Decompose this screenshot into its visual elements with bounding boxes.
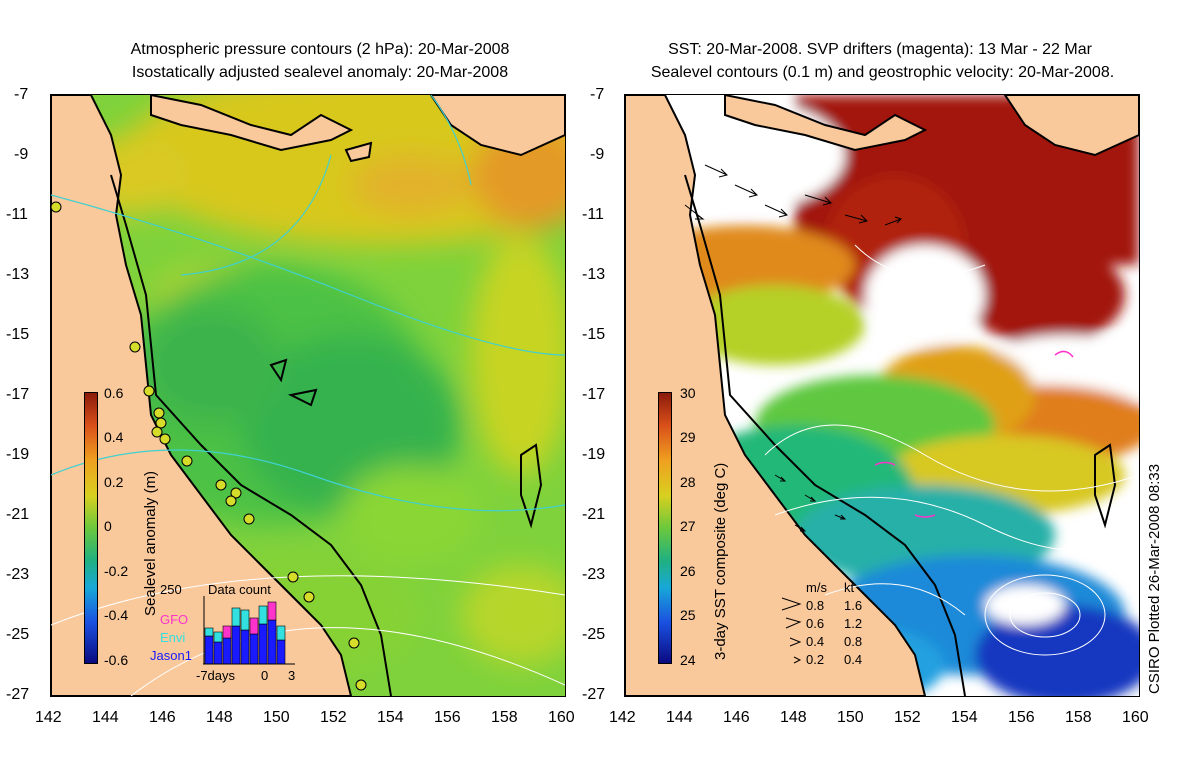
y-tick: -7 [590,86,605,103]
y-tick: -25 [582,626,606,643]
velocity-row-kt: 0.4 [844,652,863,667]
y-tick: -15 [6,326,30,343]
y-tick: -13 [582,266,606,283]
y-tick: -19 [6,446,30,463]
velocity-legend: m/s kt 0.8 1.6 0.6 1.2 0.4 0.8 0.2 0.4 [780,580,900,672]
y-tick: -11 [582,206,604,223]
y-tick: -9 [14,146,29,163]
data-count-title: Data count [208,582,271,597]
y-tick: -17 [582,386,606,403]
right-map-sst [624,94,1140,697]
colorbar-tick: -0.2 [104,563,129,579]
x-tick: 160 [548,709,575,726]
velocity-row-ms: 0.6 [806,616,825,631]
data-count-legend-gfo: GFO [160,612,189,627]
x-tick: 150 [263,709,290,726]
data-count-x-label-end: 3 [288,668,296,683]
y-tick: -17 [6,386,30,403]
velocity-row-ms: 0.2 [806,652,825,667]
right-colorbar-title: 3-day SST composite (deg C) [712,462,729,660]
left-title-line2: Isostatically adjusted sealevel anomaly:… [131,64,509,81]
x-tick: 158 [491,709,518,726]
y-tick: -25 [6,626,30,643]
x-tick: 152 [894,709,921,726]
y-tick: -27 [6,686,30,703]
x-tick: 158 [1065,709,1092,726]
x-tick: 146 [149,709,176,726]
right-title-line2: Sealevel contours (0.1 m) and geostrophi… [650,64,1115,81]
right-title-line1: SST: 20-Mar-2008. SVP drifters (magenta)… [668,41,1092,58]
y-tick: -27 [582,686,606,703]
colorbar-tick: 0.6 [104,385,124,401]
y-tick: -9 [590,146,605,163]
velocity-legend-header-ms: m/s [806,580,827,595]
x-tick: 144 [666,709,693,726]
x-tick: 150 [837,709,864,726]
velocity-row-ms: 0.4 [806,634,825,649]
colorbar-tick: -0.4 [104,607,129,623]
y-tick: -7 [14,86,29,103]
colorbar-tick: 24 [680,652,696,668]
velocity-row-kt: 1.6 [844,598,863,613]
x-tick: 160 [1122,709,1149,726]
colorbar-tick: -0.6 [104,652,129,668]
data-count-legend-jason1: Jason1 [150,648,192,663]
y-tick: -23 [6,566,30,583]
colorbar-tick: 29 [680,429,696,445]
velocity-row-kt: 0.8 [844,634,863,649]
velocity-row-ms: 0.8 [806,598,825,613]
data-count-inset: 250 Data count GFO Envi Jason1 -7days 0 … [148,578,298,688]
x-tick: 154 [377,709,404,726]
colorbar-tick: 0.2 [104,474,124,490]
x-tick: 156 [1008,709,1035,726]
x-tick: 142 [609,709,636,726]
colorbar-tick: 0.4 [104,429,124,445]
data-count-histogram [203,596,295,665]
x-tick: 146 [723,709,750,726]
y-tick: -21 [582,506,606,523]
colorbar-tick: 0 [104,518,112,534]
colorbar-tick: 28 [680,474,696,490]
colorbar-tick: 25 [680,607,696,623]
left-colorbar [84,392,98,664]
y-tick: -15 [582,326,606,343]
left-title-line1: Atmospheric pressure contours (2 hPa): 2… [130,41,510,58]
y-tick: -13 [6,266,30,283]
x-tick: 148 [780,709,807,726]
velocity-legend-arrows [781,597,802,664]
x-tick: 152 [320,709,347,726]
left-map-sealevel-anomaly [50,94,566,697]
data-count-x-label-start: -7days [196,668,236,683]
y-tick: -19 [582,446,606,463]
colorbar-tick: 26 [680,563,696,579]
right-colorbar [658,392,672,664]
velocity-legend-header-kt: kt [844,580,855,595]
colorbar-tick: 30 [680,385,696,401]
y-tick: -21 [6,506,30,523]
data-count-y-max: 250 [160,582,182,597]
x-tick: 156 [434,709,461,726]
x-tick: 144 [92,709,119,726]
x-tick: 154 [951,709,978,726]
x-tick: 148 [206,709,233,726]
x-tick: 142 [35,709,62,726]
y-tick: -23 [582,566,606,583]
data-count-x-label-zero: 0 [261,668,269,683]
velocity-row-kt: 1.2 [844,616,863,631]
y-tick: -11 [6,206,28,223]
data-count-legend-envi: Envi [160,630,186,645]
plot-credit: CSIRO Plotted 26-Mar-2008 08:33 [1146,463,1163,694]
colorbar-tick: 27 [680,518,696,534]
